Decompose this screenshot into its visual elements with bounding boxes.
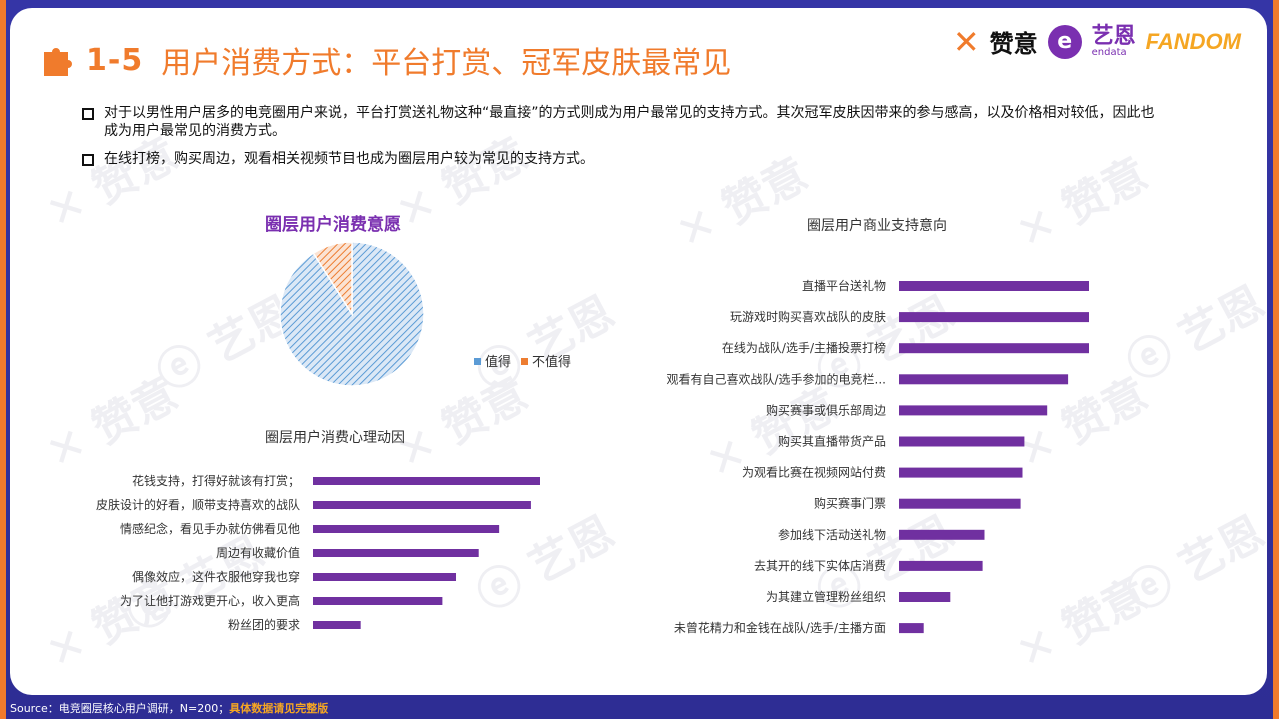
bar (899, 623, 924, 634)
bar-label: 参加线下活动送礼物 (778, 527, 886, 542)
legend-label: 不值得 (532, 354, 571, 370)
bar (899, 529, 985, 540)
bar-label: 皮肤设计的好看，顺带支持喜欢的战队 (96, 497, 300, 512)
brand-logos: ✕ 赞意 e 艺恩 endata FANDOM (953, 24, 1241, 59)
right-accent-strip (1273, 0, 1279, 719)
bar (899, 405, 1048, 416)
bullet-box-icon (82, 108, 94, 120)
watermark: ⓔ 艺恩 (1118, 276, 1267, 392)
bar-label: 未曾花精力和金钱在战队/选手/主播方面 (674, 620, 886, 635)
bar (899, 467, 1023, 478)
bar-label: 购买赛事门票 (814, 496, 886, 511)
bar (899, 343, 1089, 354)
puzzle-icon (44, 48, 72, 76)
bar-label: 粉丝团的要求 (228, 617, 300, 632)
support-chart-title: 圈层用户商业支持意向 (807, 218, 947, 234)
left-accent-strip (0, 0, 6, 719)
endata-e-icon: e (1047, 24, 1082, 59)
bullet-list: 对于以男性用户居多的电竞圈用户来说，平台打赏送礼物这种“最直接”的方式则成为用户… (82, 104, 1162, 178)
legend-label: 值得 (485, 354, 511, 370)
page-title-row: 1-5 用户消费方式：平台打赏、冠军皮肤最常见 (40, 38, 731, 82)
bar (313, 597, 443, 605)
bar (313, 501, 531, 509)
zanyi-logo-text: 赞意 (989, 30, 1038, 58)
page-title: 用户消费方式：平台打赏、冠军皮肤最常见 (161, 46, 732, 81)
bar-label: 购买赛事或俱乐部周边 (766, 402, 886, 417)
bar-label: 购买其直播带货产品 (778, 434, 886, 449)
bar-label: 情感纪念，看见手办就仿佛看见他 (120, 521, 300, 536)
bar-label: 在线为战队/选手/主播投票打榜 (722, 340, 886, 355)
bar (899, 281, 1089, 291)
section-number: 1-5 (86, 42, 144, 78)
zanyi-x-icon: ✕ (952, 22, 980, 61)
bar-label: 去其开的线下实体店消费 (754, 558, 886, 573)
bullet-box-icon (82, 154, 94, 166)
bar-label: 玩游戏时购买喜欢战队的皮肤 (730, 309, 886, 324)
bar (313, 525, 500, 533)
legend-swatch (521, 358, 528, 365)
bar-label: 观看有自己喜欢战队/选手参加的电竞栏... (667, 371, 887, 386)
support-bar-chart: 直播平台送礼物玩游戏时购买喜欢战队的皮肤在线为战队/选手/主播投票打榜观看有自己… (667, 278, 1089, 635)
footer-source: Source：电竞圈层核心用户调研，N=200；具体数据请见完整版 (10, 702, 329, 715)
bar (313, 477, 540, 485)
bar-label: 为了让他打游戏更开心，收入更高 (120, 593, 300, 608)
bullet-item: 对于以男性用户居多的电竞圈用户来说，平台打赏送礼物这种“最直接”的方式则成为用户… (82, 104, 1162, 140)
watermark: ⓔ 艺恩 (1118, 506, 1267, 622)
bar (899, 374, 1069, 385)
bar (313, 621, 361, 629)
bar (899, 560, 983, 571)
pie-slice-1 (312, 241, 353, 317)
bar-label: 偶像效应，这件衣服他穿我也穿 (132, 569, 300, 584)
slide-card: ✕ 赞意 ⓔ 艺恩 ✕ 赞意 ⓔ 艺恩 ✕ 赞意 ✕ 赞意 ⓔ 艺恩 ✕ 赞意 … (10, 8, 1267, 695)
pie-chart: 值得 不值得 (279, 241, 571, 387)
bar (899, 592, 951, 602)
bar-label: 花钱支持，打得好就该有打赏； (132, 473, 300, 488)
bar (899, 312, 1089, 323)
motive-bar-chart: 花钱支持，打得好就该有打赏； 皮肤设计的好看，顺带支持喜欢的战队情感纪念，看见手办… (96, 473, 540, 632)
pie-chart-title: 圈层用户消费意愿 (265, 215, 401, 235)
bullet-item: 在线打榜，购买周边，观看相关视频节目也成为圈层用户较为常见的支持方式。 (82, 150, 1162, 168)
bar (313, 549, 479, 557)
legend-swatch (474, 358, 481, 365)
bar (313, 573, 457, 581)
endata-logo: 艺恩 endata (1091, 23, 1136, 58)
bar-label: 为观看比赛在视频网站付费 (742, 465, 886, 480)
bar-label: 周边有收藏价值 (216, 545, 300, 560)
motive-chart-title: 圈层用户消费心理动因 (265, 430, 405, 446)
bar (899, 498, 1021, 509)
bar-label: 直播平台送礼物 (802, 278, 886, 293)
fandom-logo: FANDOM (1145, 28, 1241, 54)
bar-label: 为其建立管理粉丝组织 (766, 589, 886, 604)
bar (899, 436, 1025, 447)
